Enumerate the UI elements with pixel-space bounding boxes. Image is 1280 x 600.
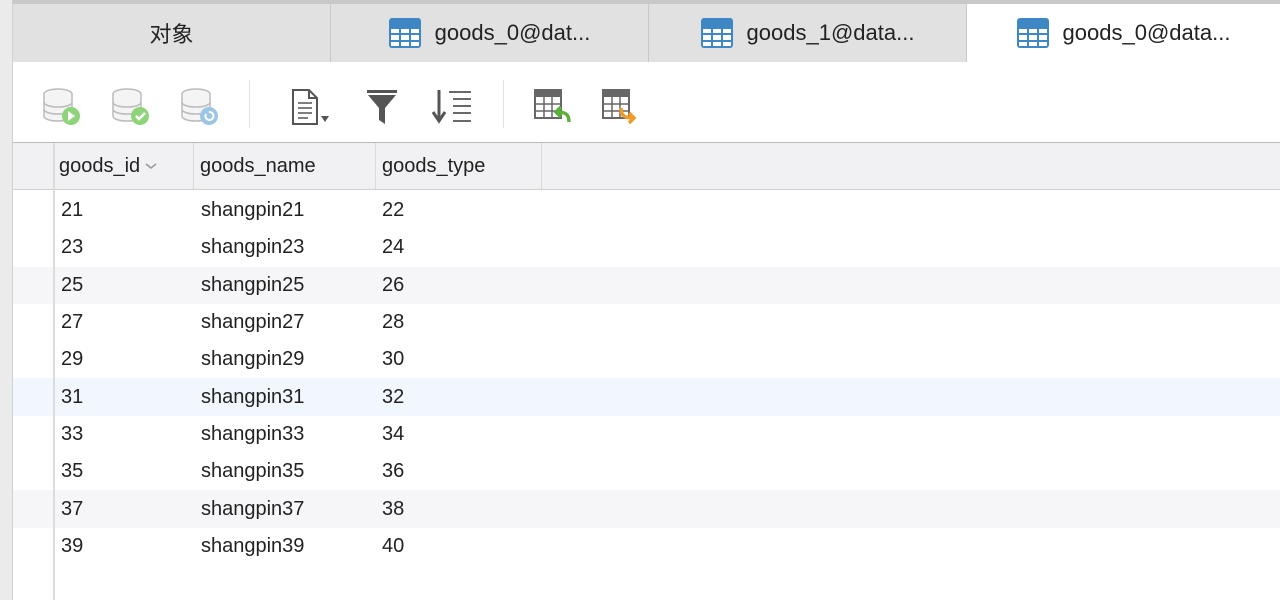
cell-goods-type[interactable]: 22 <box>382 199 405 222</box>
cell-goods-id[interactable]: 37 <box>61 497 84 520</box>
table-row[interactable]: 37 shangpin37 38 <box>13 490 1280 528</box>
cell-goods-id[interactable]: 21 <box>61 199 84 222</box>
tab-objects[interactable]: 对象 <box>13 4 331 62</box>
cell-goods-name[interactable]: shangpin23 <box>201 236 305 259</box>
tab-goods-0-a[interactable]: goods_0@dat... <box>331 4 649 62</box>
cell-goods-name[interactable]: shangpin33 <box>201 422 305 445</box>
column-header-goods-type[interactable]: goods_type <box>376 143 542 189</box>
tab-goods-0-active[interactable]: goods_0@data... <box>967 4 1280 62</box>
table-header: goods_id goods_name goods_type <box>13 143 1280 190</box>
cell-goods-name[interactable]: shangpin29 <box>201 348 305 371</box>
toolbar-separator <box>249 80 250 128</box>
cell-goods-id[interactable]: 33 <box>61 422 84 445</box>
table-row[interactable]: 33 shangpin33 34 <box>13 416 1280 453</box>
cell-goods-name[interactable]: shangpin25 <box>201 273 305 296</box>
table-icon <box>1016 18 1049 48</box>
cell-goods-name[interactable]: shangpin37 <box>201 497 305 520</box>
tab-label: goods_0@data... <box>1062 20 1231 45</box>
cell-goods-type[interactable]: 38 <box>382 497 405 520</box>
tab-label: goods_0@dat... <box>434 20 591 45</box>
table-row[interactable]: 27 shangpin27 28 <box>13 304 1280 341</box>
import-icon[interactable] <box>531 86 573 128</box>
table-row[interactable]: 31 shangpin31 32 <box>13 378 1280 416</box>
column-header-goods-id[interactable]: goods_id <box>53 143 194 189</box>
cell-goods-type[interactable]: 40 <box>382 534 405 557</box>
tab-label: goods_1@data... <box>746 20 915 45</box>
cell-goods-id[interactable]: 23 <box>61 236 84 259</box>
tab-goods-1[interactable]: goods_1@data... <box>649 4 967 62</box>
cell-goods-name[interactable]: shangpin21 <box>201 199 305 222</box>
rollback-icon[interactable] <box>179 86 221 128</box>
tab-bar: 对象 goods_0@dat... goods_1@data... goods_… <box>13 4 1280 62</box>
cell-goods-type[interactable]: 30 <box>382 348 405 371</box>
cell-goods-id[interactable]: 25 <box>61 273 84 296</box>
sort-icon[interactable] <box>431 86 473 128</box>
column-header-goods-name[interactable]: goods_name <box>194 143 376 189</box>
toolbar-separator <box>503 80 504 128</box>
table-row[interactable]: 23 shangpin23 24 <box>13 229 1280 266</box>
row-header-divider <box>53 143 55 600</box>
cell-goods-type[interactable]: 28 <box>382 311 405 334</box>
cell-goods-id[interactable]: 35 <box>61 460 84 483</box>
column-label: goods_type <box>382 154 486 177</box>
toolbar <box>13 62 1280 143</box>
table-row[interactable]: 39 shangpin39 40 <box>13 528 1280 565</box>
table-icon <box>388 18 421 48</box>
cell-goods-id[interactable]: 29 <box>61 348 84 371</box>
begin-transaction-icon[interactable] <box>41 86 83 128</box>
export-icon[interactable] <box>599 86 641 128</box>
cell-goods-name[interactable]: shangpin31 <box>201 385 305 408</box>
cell-goods-id[interactable]: 39 <box>61 534 84 557</box>
table-body: 21 shangpin21 22 23 shangpin23 24 25 shangpin25… <box>13 192 1280 565</box>
column-label: goods_name <box>200 154 316 177</box>
cell-goods-type[interactable]: 34 <box>382 422 405 445</box>
cell-goods-name[interactable]: shangpin27 <box>201 311 305 334</box>
commit-icon[interactable] <box>110 86 152 128</box>
cell-goods-id[interactable]: 31 <box>61 385 84 408</box>
cell-goods-type[interactable]: 32 <box>382 385 405 408</box>
table-row[interactable]: 25 shangpin25 26 <box>13 266 1280 304</box>
cell-goods-name[interactable]: shangpin39 <box>201 534 305 557</box>
chevron-down-icon[interactable] <box>144 161 158 171</box>
cell-goods-name[interactable]: shangpin35 <box>201 460 305 483</box>
table-row[interactable]: 29 shangpin29 30 <box>13 341 1280 378</box>
filter-icon[interactable] <box>363 86 405 128</box>
tab-label: 对象 <box>149 22 194 47</box>
cell-goods-id[interactable]: 27 <box>61 311 84 334</box>
table-row[interactable]: 35 shangpin35 36 <box>13 453 1280 490</box>
column-label: goods_id <box>59 154 141 177</box>
cell-goods-type[interactable]: 36 <box>382 460 405 483</box>
cell-goods-type[interactable]: 24 <box>382 236 405 259</box>
table-row[interactable]: 21 shangpin21 22 <box>13 192 1280 229</box>
table-icon <box>700 18 733 48</box>
text-view-icon[interactable] <box>289 86 331 128</box>
cell-goods-type[interactable]: 26 <box>382 273 405 296</box>
window-top-border <box>0 0 1280 4</box>
left-gutter <box>0 0 13 600</box>
